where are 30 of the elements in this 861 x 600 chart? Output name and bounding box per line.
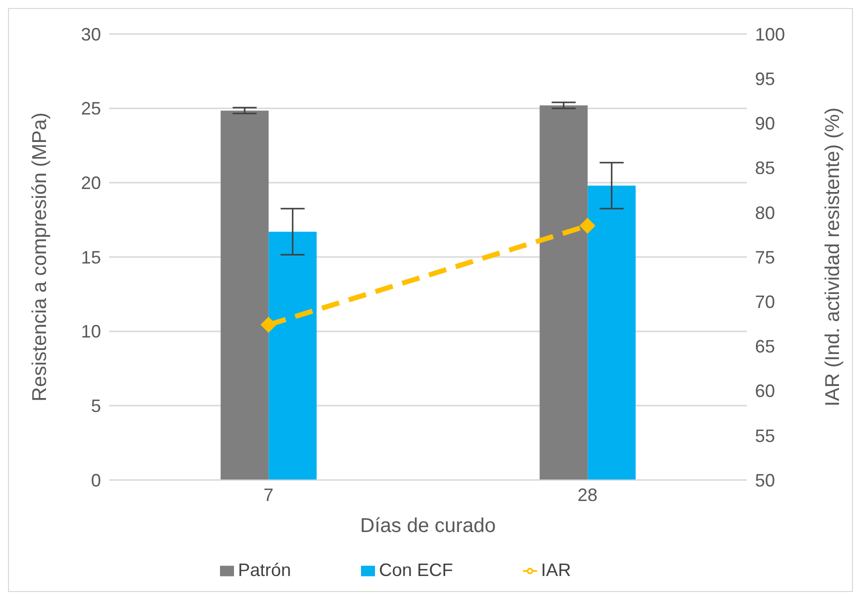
legend-label: Patrón <box>238 560 291 580</box>
y-tick-label: 10 <box>80 322 101 342</box>
y-tick-label: 30 <box>80 24 101 44</box>
y2-tick-label: 100 <box>755 24 786 44</box>
y-tick-label: 25 <box>80 98 101 119</box>
y2-tick-label: 85 <box>755 158 776 178</box>
y-tick-label: 15 <box>80 247 101 268</box>
bar <box>540 105 588 480</box>
y-tick-label: 0 <box>90 470 101 490</box>
y2-tick-label: 95 <box>755 68 776 89</box>
legend-label: Con ECF <box>379 560 454 580</box>
y2-tick-label: 60 <box>755 381 776 402</box>
legend-label: IAR <box>541 560 572 580</box>
bar <box>220 110 269 480</box>
bar <box>268 232 317 480</box>
y2-tick-label: 90 <box>755 114 776 134</box>
x-tick-label: 28 <box>577 484 598 505</box>
y2-tick-label: 80 <box>755 202 776 223</box>
y2-axis-title: IAR (Ind. actividad resistente) (%) <box>822 108 844 406</box>
y2-tick-label: 75 <box>755 247 776 268</box>
x-tick-label: 7 <box>263 484 274 505</box>
bar <box>588 186 636 480</box>
x-axis-title: Días de curado <box>360 515 496 537</box>
y2-tick-label: 55 <box>755 426 776 446</box>
y-tick-label: 5 <box>90 396 101 416</box>
y2-tick-label: 70 <box>755 292 776 312</box>
y-tick-label: 20 <box>80 173 101 194</box>
y-axis-title: Resistencia a compresión (MPa) <box>29 112 52 402</box>
y2-tick-label: 50 <box>755 470 776 490</box>
y2-tick-label: 65 <box>755 336 776 357</box>
